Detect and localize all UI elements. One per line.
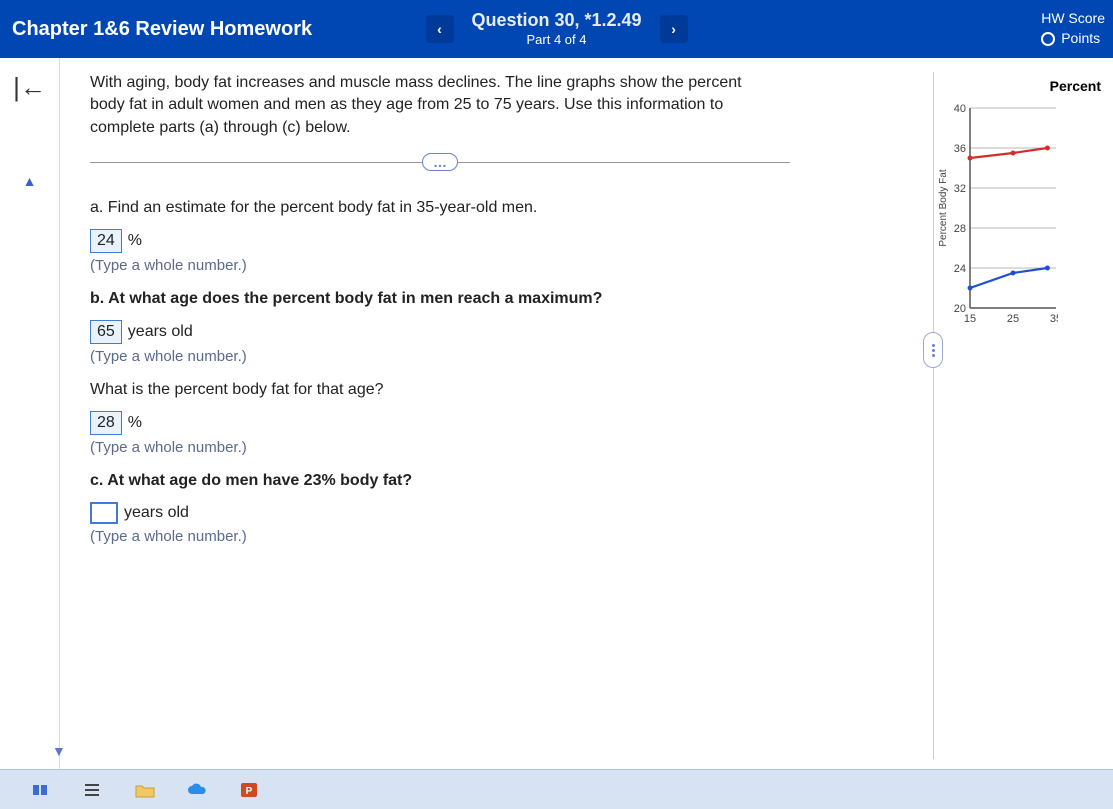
- left-nav: |← ▲: [0, 58, 60, 769]
- part-b-unit: years old: [128, 323, 193, 341]
- points-icon: [1041, 32, 1055, 46]
- svg-text:32: 32: [954, 183, 966, 195]
- question-part: Part 4 of 4: [471, 32, 641, 48]
- part-b2-prompt: What is the percent body fat for that ag…: [90, 381, 903, 399]
- taskbar-folder-icon[interactable]: [134, 780, 156, 800]
- taskbar-cloud-icon[interactable]: [186, 780, 208, 800]
- part-b-prompt: b. At what age does the percent body fat…: [90, 290, 903, 308]
- svg-text:P: P: [246, 786, 253, 797]
- svg-text:15: 15: [964, 313, 976, 325]
- part-b-answer: 65 years old: [90, 320, 903, 344]
- os-taskbar: P: [0, 769, 1113, 809]
- part-b-value[interactable]: 65: [90, 320, 122, 344]
- question-column: With aging, body fat increases and muscl…: [90, 72, 933, 759]
- expand-button[interactable]: …: [422, 153, 458, 171]
- chart-title: Percent: [938, 72, 1103, 98]
- part-c-input[interactable]: [90, 502, 118, 524]
- part-a-unit: %: [128, 232, 142, 250]
- svg-text:36: 36: [954, 143, 966, 155]
- workspace: |← ▲ With aging, body fat increases and …: [0, 58, 1113, 769]
- hw-score-label: HW Score: [1041, 9, 1105, 29]
- part-c-unit: years old: [124, 504, 189, 522]
- question-nav: ‹ Question 30, *1.2.49 Part 4 of 4 ›: [425, 0, 687, 58]
- svg-text:28: 28: [954, 223, 966, 235]
- part-b2-value[interactable]: 28: [90, 411, 122, 435]
- svg-text:Percent Body Fat: Percent Body Fat: [938, 169, 949, 246]
- svg-text:25: 25: [1007, 313, 1019, 325]
- svg-text:24: 24: [954, 263, 966, 275]
- question-indicator: Question 30, *1.2.49 Part 4 of 4: [471, 10, 641, 47]
- part-a-answer: 24 %: [90, 229, 903, 253]
- main-content: With aging, body fat increases and muscl…: [60, 58, 1113, 769]
- scroll-down-button[interactable]: ▼: [52, 743, 66, 759]
- scroll-up-button[interactable]: ▲: [23, 173, 37, 189]
- body-fat-chart: 202428323640152535Percent Body Fat: [938, 98, 1058, 358]
- part-b-hint: (Type a whole number.): [90, 348, 903, 365]
- part-b2-answer: 28 %: [90, 411, 903, 435]
- taskbar-powerpoint-icon[interactable]: P: [238, 780, 260, 800]
- divider: …: [90, 153, 790, 171]
- points-label: Points: [1061, 29, 1100, 49]
- part-c-answer: years old: [90, 502, 903, 524]
- chart-column: Percent 202428323640152535Percent Body F…: [933, 72, 1103, 759]
- part-c-hint: (Type a whole number.): [90, 528, 903, 545]
- panel-resize-handle[interactable]: [923, 332, 943, 368]
- part-a-prompt: a. Find an estimate for the percent body…: [90, 199, 903, 217]
- score-panel: HW Score Points: [1041, 9, 1105, 48]
- svg-text:40: 40: [954, 103, 966, 115]
- next-question-button[interactable]: ›: [660, 15, 688, 43]
- taskbar-settings-icon[interactable]: [82, 780, 104, 800]
- part-b2-hint: (Type a whole number.): [90, 439, 903, 456]
- part-a-value[interactable]: 24: [90, 229, 122, 253]
- taskbar-app-icon[interactable]: [30, 780, 52, 800]
- question-intro: With aging, body fat increases and muscl…: [90, 72, 770, 139]
- prev-question-button[interactable]: ‹: [425, 15, 453, 43]
- part-c-prompt: c. At what age do men have 23% body fat?: [90, 472, 903, 490]
- assignment-title: Chapter 1&6 Review Homework: [8, 18, 312, 41]
- part-b2-unit: %: [128, 414, 142, 432]
- collapse-panel-button[interactable]: |←: [13, 72, 46, 103]
- question-number: Question 30, *1.2.49: [471, 10, 641, 32]
- part-a-hint: (Type a whole number.): [90, 257, 903, 274]
- svg-text:35: 35: [1050, 313, 1058, 325]
- top-bar: Chapter 1&6 Review Homework ‹ Question 3…: [0, 0, 1113, 58]
